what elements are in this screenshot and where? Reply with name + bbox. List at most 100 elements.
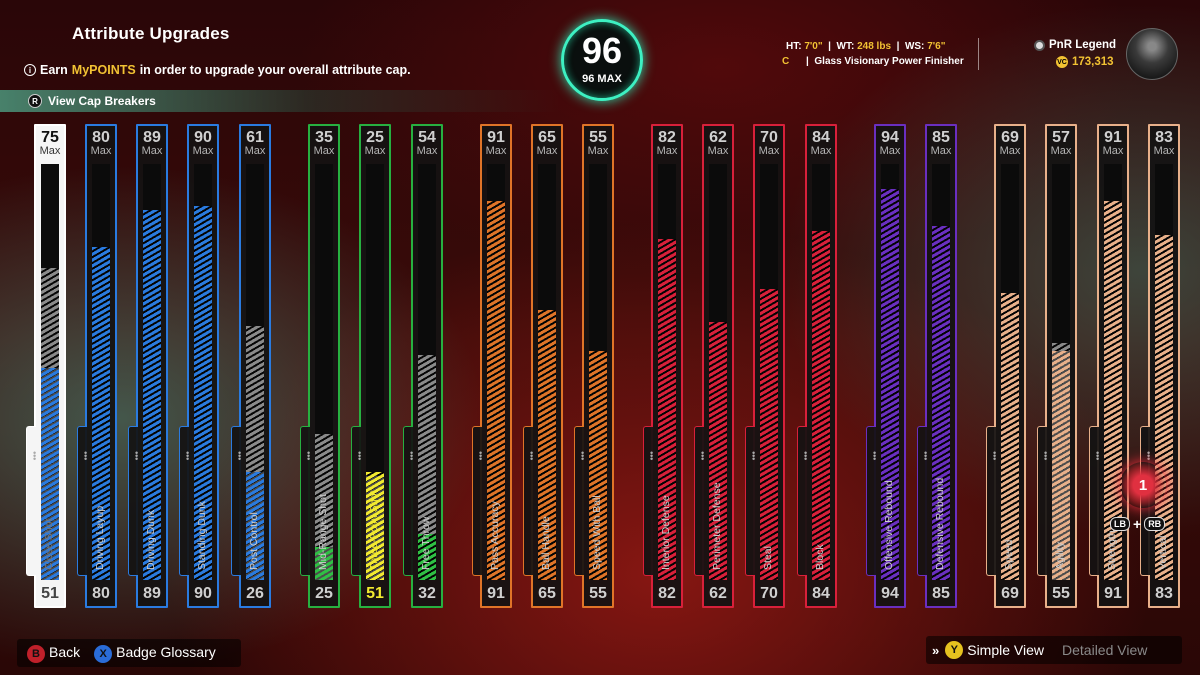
max-label: Max bbox=[999, 145, 1021, 157]
cap-value: 84 bbox=[812, 129, 830, 146]
cap-value: 91 bbox=[1104, 129, 1122, 146]
sep: | bbox=[828, 41, 831, 52]
attribute-column[interactable]: 84 Max • • • Block 84 bbox=[797, 124, 837, 608]
attribute-column[interactable]: 82 Max • • • Interior Defense 82 bbox=[643, 124, 683, 608]
attribute-bar bbox=[315, 164, 333, 580]
more-dots-icon: • • • bbox=[650, 448, 654, 464]
build-name: Glass Visionary Power Finisher bbox=[814, 56, 964, 67]
vc-amount: 173,313 bbox=[1072, 56, 1114, 68]
attribute-column[interactable]: 89 Max • • • Driving Dunk 89 bbox=[128, 124, 168, 608]
more-dots-icon: • • • bbox=[410, 448, 414, 464]
back-button[interactable]: B Back bbox=[27, 644, 80, 663]
attribute-cap: 57 Max bbox=[1047, 130, 1075, 157]
more-dots-icon: • • • bbox=[873, 448, 877, 464]
more-dots-icon: • • • bbox=[307, 448, 311, 464]
max-label: Max bbox=[707, 145, 729, 157]
attribute-column[interactable]: 85 Max • • • Defensive Rebound 85 bbox=[917, 124, 957, 608]
cap-value: 61 bbox=[246, 129, 264, 146]
cap-value: 35 bbox=[315, 129, 333, 146]
simple-view-option[interactable]: Simple View bbox=[967, 642, 1045, 658]
vc-coin-icon: VC bbox=[1056, 56, 1068, 68]
detailed-view-option[interactable]: Detailed View bbox=[1062, 642, 1148, 658]
cap-value: 91 bbox=[487, 129, 505, 146]
footer-actions: B Back X Badge Glossary bbox=[17, 639, 241, 667]
attribute-column[interactable]: 83 Max • • • Vertical 83 bbox=[1140, 124, 1180, 608]
cap-value: 89 bbox=[143, 129, 161, 146]
current-fill bbox=[366, 472, 384, 580]
attribute-column[interactable]: 94 Max • • • Offensive Rebound 94 bbox=[866, 124, 906, 608]
more-dots-icon: • • • bbox=[530, 448, 534, 464]
attribute-column[interactable]: 80 Max • • • Driving Layup 80 bbox=[77, 124, 117, 608]
attribute-name: Pass Accuracy bbox=[489, 501, 501, 570]
current-value: 85 bbox=[932, 585, 950, 602]
attribute-column[interactable]: 91 Max • • • Strength 91 bbox=[1089, 124, 1129, 608]
current-fill bbox=[709, 322, 727, 580]
attribute-column[interactable]: 55 Max • • • Speed With Ball 55 bbox=[574, 124, 614, 608]
name-tab bbox=[472, 426, 482, 576]
attribute-column[interactable]: 75 Max • • • Close Shot 51 bbox=[26, 124, 66, 608]
attribute-bar bbox=[538, 164, 556, 580]
cap-fill bbox=[315, 434, 333, 580]
cap-value: 82 bbox=[658, 129, 676, 146]
attribute-cap: 62 Max bbox=[704, 130, 732, 157]
more-dots-icon: • • • bbox=[135, 448, 139, 464]
attribute-cap: 91 Max bbox=[482, 130, 510, 157]
name-tab bbox=[866, 426, 876, 576]
attribute-cap: 89 Max bbox=[138, 130, 166, 157]
attribute-name: Defensive Rebound bbox=[934, 477, 946, 570]
current-value: 65 bbox=[538, 585, 556, 602]
attribute-cap: 84 Max bbox=[807, 130, 835, 157]
attribute-bar bbox=[41, 164, 59, 580]
more-dots-icon: • • • bbox=[33, 448, 37, 464]
attribute-cap: 90 Max bbox=[189, 130, 217, 157]
chevrons-icon: » bbox=[932, 642, 940, 658]
view-toggle: » Y Simple View Detailed View bbox=[926, 636, 1182, 664]
attribute-bar bbox=[760, 164, 778, 580]
upgrade-indicator[interactable]: 1 bbox=[1120, 462, 1166, 508]
cap-value: 85 bbox=[932, 129, 950, 146]
attribute-name: Perimeter Defense bbox=[711, 482, 723, 570]
xbox-icon bbox=[1034, 39, 1045, 51]
attribute-column[interactable]: 61 Max • • • Post Control 26 bbox=[231, 124, 271, 608]
attribute-column[interactable]: 35 Max • • • Mid-Range Shot 25 bbox=[300, 124, 340, 608]
attribute-cap: 94 Max bbox=[876, 130, 904, 157]
more-dots-icon: • • • bbox=[186, 448, 190, 464]
current-fill bbox=[932, 226, 950, 580]
attribute-name: Agility bbox=[1054, 541, 1066, 570]
more-dots-icon: • • • bbox=[993, 448, 997, 464]
attribute-name: Strength bbox=[1106, 530, 1118, 570]
more-dots-icon: • • • bbox=[238, 448, 242, 464]
current-value: 25 bbox=[315, 585, 333, 602]
player-position: C bbox=[782, 56, 790, 67]
attribute-column[interactable]: 90 Max • • • Standing Dunk 90 bbox=[179, 124, 219, 608]
attribute-bar bbox=[194, 164, 212, 580]
badge-glossary-button[interactable]: X Badge Glossary bbox=[94, 644, 216, 663]
current-fill bbox=[812, 231, 830, 580]
max-label: Max bbox=[1153, 145, 1175, 157]
current-fill bbox=[760, 289, 778, 580]
cap-value: 57 bbox=[1052, 129, 1070, 146]
player-build: C | Glass Visionary Power Finisher bbox=[782, 56, 964, 67]
view-cap-breakers-button[interactable]: R View Cap Breakers bbox=[0, 90, 560, 112]
name-tab bbox=[1089, 426, 1099, 576]
attribute-column[interactable]: 57 Max • • • Agility 55 bbox=[1037, 124, 1077, 608]
max-label: Max bbox=[141, 145, 163, 157]
attribute-column[interactable]: 69 Max • • • Speed 69 bbox=[986, 124, 1026, 608]
attribute-bar bbox=[812, 164, 830, 580]
cap-value: 69 bbox=[1001, 129, 1019, 146]
attribute-column[interactable]: 91 Max • • • Pass Accuracy 91 bbox=[472, 124, 512, 608]
name-tab bbox=[77, 426, 87, 576]
name-tab bbox=[917, 426, 927, 576]
rb-button: RB bbox=[1144, 517, 1166, 531]
attribute-column[interactable]: 70 Max • • • Steal 70 bbox=[745, 124, 785, 608]
name-tab bbox=[128, 426, 138, 576]
sep: | bbox=[896, 41, 900, 52]
attribute-column[interactable]: 54 Max • • • Free Throw 32 bbox=[403, 124, 443, 608]
name-tab bbox=[523, 426, 533, 576]
attribute-column[interactable]: 65 Max • • • Ball Handle 65 bbox=[523, 124, 563, 608]
cap-value: 94 bbox=[881, 129, 899, 146]
max-label: Max bbox=[758, 145, 780, 157]
name-tab bbox=[986, 426, 996, 576]
attribute-column[interactable]: 62 Max • • • Perimeter Defense 62 bbox=[694, 124, 734, 608]
attribute-column[interactable]: 25 Max • • • Three-Point Shot 51 bbox=[351, 124, 391, 608]
